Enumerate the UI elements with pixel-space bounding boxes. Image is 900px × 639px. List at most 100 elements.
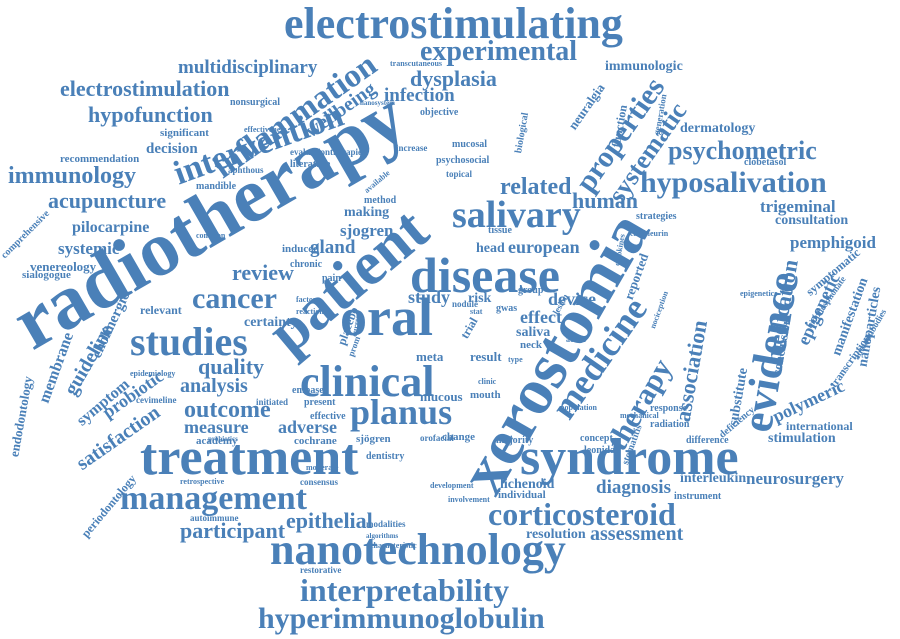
word: increase bbox=[396, 143, 428, 153]
word: algorithms bbox=[366, 532, 399, 540]
word: hypofunction bbox=[88, 102, 213, 127]
word: sialogogue bbox=[22, 269, 71, 281]
word: calcineurin bbox=[630, 229, 669, 238]
word: effectiveness bbox=[244, 125, 287, 134]
word: device bbox=[548, 289, 596, 309]
word: transcutaneous bbox=[390, 59, 443, 68]
word: clinic bbox=[478, 377, 497, 386]
word: european bbox=[508, 237, 580, 257]
word: biological bbox=[513, 111, 532, 155]
word: gwas bbox=[496, 303, 518, 314]
word: majority bbox=[496, 435, 534, 446]
word: cochrane bbox=[294, 435, 337, 447]
word: concept bbox=[580, 433, 613, 444]
word: making bbox=[344, 205, 390, 220]
word: consensus bbox=[300, 477, 339, 487]
word: hyposalivation bbox=[640, 166, 827, 199]
word: neck bbox=[520, 339, 542, 351]
word: hyperimmunoglobulin bbox=[258, 602, 545, 635]
word: infection bbox=[384, 85, 455, 106]
word: risk bbox=[468, 291, 492, 306]
word: orofacial bbox=[420, 433, 454, 443]
word: experimental bbox=[420, 36, 578, 67]
word: quality bbox=[198, 354, 265, 379]
word: common bbox=[196, 231, 226, 240]
word: restorative bbox=[300, 565, 342, 575]
word: sjögren bbox=[356, 433, 391, 445]
word: head bbox=[476, 241, 505, 256]
word: active bbox=[566, 335, 586, 344]
word: immunology bbox=[8, 163, 137, 189]
word: salivary bbox=[452, 194, 581, 236]
word: effective bbox=[310, 411, 346, 422]
word: systemic bbox=[58, 239, 120, 258]
word: outcome bbox=[184, 397, 271, 423]
word: dysplasia bbox=[410, 66, 497, 91]
word: radiation bbox=[650, 419, 690, 430]
word: lichenoid bbox=[500, 477, 555, 492]
word: modalities bbox=[366, 519, 406, 529]
word: analysis bbox=[180, 375, 248, 397]
word: strategies bbox=[636, 211, 677, 222]
word: psychosocial bbox=[436, 155, 490, 166]
word: difference bbox=[686, 435, 729, 446]
word: probiotics bbox=[208, 435, 238, 443]
word: tissue bbox=[488, 225, 512, 236]
word: instrument bbox=[674, 491, 722, 502]
word: therapies bbox=[330, 147, 366, 157]
word: mechanical bbox=[620, 411, 659, 420]
word: clinical bbox=[300, 357, 435, 406]
word: venereology bbox=[30, 259, 97, 274]
word: decision bbox=[146, 141, 198, 157]
word: acupuncture bbox=[48, 188, 167, 213]
word: literature bbox=[290, 159, 331, 170]
word: stat bbox=[470, 307, 483, 316]
word: method bbox=[364, 195, 397, 206]
word: management bbox=[120, 480, 307, 517]
word: pemphigoid bbox=[790, 233, 876, 252]
word: type bbox=[508, 355, 523, 364]
word: nociception bbox=[648, 289, 671, 330]
word: diagnosis bbox=[596, 477, 671, 498]
word: topical bbox=[446, 169, 472, 179]
word: clobetasol bbox=[744, 157, 787, 168]
word: trigeminal bbox=[760, 197, 836, 216]
word: population bbox=[560, 403, 597, 412]
word: participant bbox=[180, 518, 286, 543]
word: cevimeline bbox=[136, 395, 177, 405]
word: gland bbox=[310, 237, 356, 258]
word: embase bbox=[292, 385, 324, 396]
word: pain bbox=[322, 273, 341, 284]
word: comprehensive bbox=[0, 208, 52, 262]
word: present bbox=[304, 397, 336, 408]
word: moderate bbox=[306, 463, 339, 472]
word: retrospective bbox=[180, 477, 225, 486]
word: stimulation bbox=[768, 431, 836, 446]
word: studies bbox=[130, 319, 248, 364]
word: leonidas bbox=[584, 445, 620, 456]
word: measure bbox=[184, 417, 249, 437]
word: development bbox=[430, 481, 474, 490]
word: involvement bbox=[448, 495, 490, 504]
word: dermatology bbox=[680, 121, 756, 136]
word: interpretability bbox=[300, 572, 510, 608]
word: sjogren bbox=[340, 221, 394, 240]
word: characteristic bbox=[370, 541, 417, 550]
word: objective bbox=[420, 107, 459, 118]
word: nodule bbox=[452, 299, 479, 309]
word: oral bbox=[340, 287, 433, 347]
word: mucous bbox=[420, 389, 463, 404]
word: nanosystem bbox=[360, 99, 396, 107]
word: mouth bbox=[470, 389, 501, 401]
word: electrostimulating bbox=[284, 0, 623, 48]
word: syndrome bbox=[520, 429, 739, 486]
word: initiated bbox=[256, 397, 289, 407]
word: recommendation bbox=[60, 153, 140, 165]
word: result bbox=[470, 349, 502, 364]
word: significant bbox=[160, 127, 209, 139]
word: planus bbox=[350, 392, 453, 432]
word: review bbox=[232, 260, 294, 285]
word: pilocarpine bbox=[72, 219, 150, 236]
word: nonsurgical bbox=[230, 97, 281, 108]
word: induced bbox=[282, 243, 320, 255]
